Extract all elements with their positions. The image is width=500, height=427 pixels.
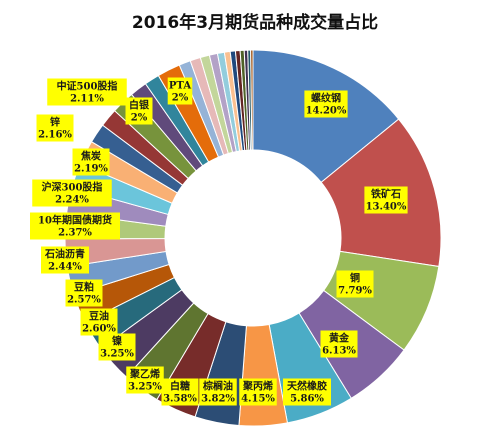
slice-label-11: 豆粕 (74, 281, 94, 294)
slice-value-16: 2.16% (38, 130, 72, 141)
slice-value-1: 13.40% (366, 202, 407, 213)
label-bg-1 (364, 186, 408, 214)
slice-value-11: 2.57% (67, 295, 101, 306)
slice-value-9: 3.25% (100, 349, 134, 360)
slice-value-15: 2.19% (74, 164, 108, 175)
label-bg-10 (80, 308, 118, 336)
slice-label-5: 聚丙烯 (242, 380, 273, 393)
label-bg-12 (41, 246, 89, 274)
label-bg-8 (126, 366, 164, 394)
slice-value-0: 14.20% (306, 106, 347, 117)
slice-value-3: 6.13% (322, 346, 356, 357)
slice-35 (250, 49, 254, 151)
slice-label-7: 白糖 (170, 380, 190, 393)
label-bg-2 (336, 270, 374, 298)
label-bg-14 (32, 179, 112, 207)
slice-value-13: 2.37% (58, 228, 92, 239)
slice-label-8: 聚乙烯 (129, 368, 160, 381)
chart-title: 2016年3月期货品种成交量占比 (132, 12, 378, 33)
label-bg-4 (283, 378, 331, 406)
slice-value-17: 2.11% (70, 94, 104, 105)
label-bg-5 (239, 378, 277, 406)
slice-label-2: 铜 (350, 272, 360, 285)
label-bg-9 (98, 333, 136, 361)
slice-value-12: 2.44% (48, 262, 82, 273)
label-bg-7 (161, 378, 199, 406)
label-bg-3 (320, 330, 358, 358)
label-bg-0 (304, 90, 348, 118)
label-bg-23 (167, 77, 193, 105)
slice-value-4: 5.86% (290, 394, 324, 405)
slice-label-13: 10年期国债期货 (38, 214, 112, 227)
slice-label-1: 铁矿石 (371, 188, 401, 201)
slice-label-4: 天然橡胶 (287, 380, 327, 393)
slice-value-2: 7.79% (338, 286, 372, 297)
label-bg-15 (72, 148, 110, 176)
slice-value-8: 3.25% (128, 382, 162, 393)
slice-value-20: 2% (131, 113, 148, 124)
label-bg-6 (199, 378, 237, 406)
slice-value-14: 2.24% (55, 195, 89, 206)
slice-value-23: 2% (172, 93, 189, 104)
slice-label-20: 白银 (129, 99, 150, 112)
slice-value-5: 4.15% (241, 394, 275, 405)
label-bg-17 (47, 78, 127, 106)
slice-label-10: 豆油 (89, 310, 109, 323)
slices-group (64, 49, 442, 427)
label-bg-20 (125, 97, 153, 125)
slice-label-0: 螺纹钢 (311, 92, 341, 105)
slice-label-6: 棕榈油 (202, 380, 233, 393)
slice-label-14: 沪深300股指 (42, 181, 103, 194)
slice-label-12: 石油沥青 (44, 248, 85, 261)
slice-label-23: PTA (169, 81, 191, 92)
label-bg-16 (36, 114, 74, 142)
slice-value-7: 3.58% (163, 394, 197, 405)
slice-label-9: 镍 (112, 335, 122, 348)
slice-label-16: 锌 (50, 116, 60, 129)
slice-label-15: 焦炭 (80, 150, 101, 163)
label-bg-13 (30, 212, 120, 240)
label-bg-11 (65, 279, 103, 307)
slice-label-3: 黄金 (329, 332, 350, 345)
slice-value-6: 3.82% (201, 394, 235, 405)
slice-label-17: 中证500股指 (57, 80, 118, 93)
slice-value-10: 2.60% (82, 324, 116, 335)
